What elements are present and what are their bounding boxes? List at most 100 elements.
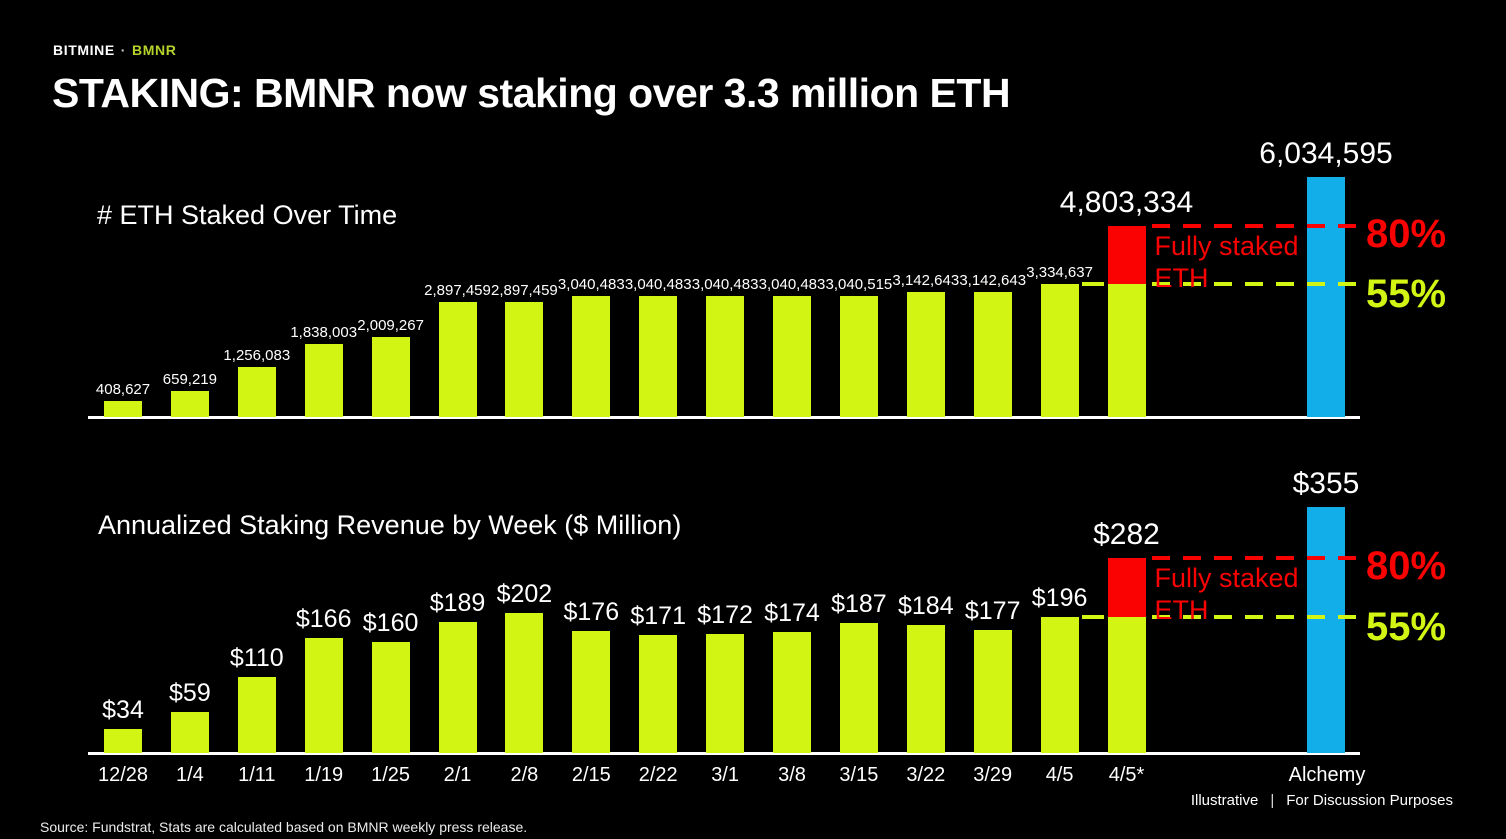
bar-value-label: 3,334,637: [1026, 264, 1093, 282]
bar-1-19: [304, 343, 343, 417]
bar-3-22: [906, 292, 945, 417]
bar-value-label: $172: [697, 600, 753, 629]
bar-value-label: 3,142,643: [892, 272, 960, 289]
bar-value-label: 3,142,643: [959, 272, 1027, 289]
x-axis-label-1-11: 1/11: [238, 764, 276, 786]
bar-4-5-red-top: [1107, 557, 1146, 618]
bar-1-4: [170, 390, 209, 417]
bar-12-28: [104, 729, 142, 753]
bar-3-1: [706, 633, 745, 753]
reference-line-55pct: [1152, 615, 1360, 620]
bar-value-label: 3,040,483: [557, 276, 625, 294]
bar-3-29: [973, 630, 1012, 753]
x-axis-label-3-1: 3/1: [711, 764, 739, 786]
x-axis-label-3-22: 3/22: [906, 764, 946, 786]
brand-separator: ·: [120, 42, 127, 58]
bar-alchemy: [1307, 177, 1345, 417]
x-axis-label-2-22: 2/22: [638, 764, 678, 786]
x-axis-label-3-15: 3/15: [839, 764, 879, 786]
bar-value-label: 2,897,459: [491, 281, 558, 299]
bar-2-8: [505, 613, 544, 753]
revenue-chart-title: Annualized Staking Revenue by Week ($ Mi…: [98, 510, 682, 540]
bar-3-8: [773, 632, 811, 753]
bar-4-5-green-base: [1107, 617, 1146, 753]
bar-value-label: $160: [362, 609, 419, 638]
bar-value-label: 4,803,334: [1059, 185, 1194, 219]
bar-value-label: $171: [630, 601, 686, 630]
x-axis-label-2-8: 2/8: [510, 764, 539, 786]
disclaimer: Illustrative | For Discussion Purposes: [1191, 792, 1453, 809]
brand-ticker: BMNR: [132, 42, 177, 58]
eth-staked-chart-title: # ETH Staked Over Time: [97, 200, 398, 230]
bar-2-15: [572, 631, 611, 753]
x-axis-label-alchemy: Alchemy: [1288, 764, 1366, 786]
bar-3-29: [973, 292, 1012, 417]
bar-1-19: [304, 637, 343, 753]
bar-value-label: $184: [897, 592, 954, 621]
bar-value-label: $166: [295, 604, 352, 633]
x-axis-label-3-8: 3/8: [778, 764, 806, 786]
reference-line-80pct: [1152, 555, 1360, 560]
fully-staked-label: Fully staked ETH: [1154, 562, 1299, 625]
brand-company: BITMINE: [53, 42, 115, 58]
bar-alchemy: [1307, 507, 1345, 753]
pct-55-label: 55%: [1366, 272, 1447, 317]
disclaimer-purpose: For Discussion Purposes: [1286, 792, 1453, 809]
x-axis-label-2-1: 2/1: [443, 764, 472, 786]
bar-3-22: [906, 625, 945, 753]
bar-value-label: $196: [1031, 584, 1088, 613]
bar-12-28: [104, 400, 142, 417]
x-axis-line: [88, 752, 1360, 755]
bar-value-label: 1,256,083: [223, 347, 291, 365]
bar-value-label: $355: [1292, 467, 1360, 500]
bar-value-label: $59: [169, 679, 211, 708]
bar-3-15: [839, 296, 878, 417]
bar-value-label: 3,040,483: [624, 276, 692, 294]
bar-1-11: [237, 676, 276, 753]
x-axis-label-4-5: 4/5*: [1108, 764, 1145, 786]
x-axis-line: [88, 416, 1360, 419]
bar-2-1: [438, 301, 477, 417]
bar-value-label: 2,897,459: [424, 281, 491, 299]
bar-value-label: $34: [102, 696, 144, 725]
bar-2-15: [572, 296, 611, 417]
x-axis-label-1-19: 1/19: [304, 764, 344, 786]
pct-80-label: 80%: [1366, 211, 1447, 256]
x-axis-label-3-29: 3/29: [973, 764, 1013, 786]
bar-value-label: $189: [429, 589, 486, 618]
x-axis-label-4-5: 4/5: [1045, 764, 1074, 786]
bar-value-label: 1,838,003: [290, 323, 358, 341]
bar-4-5-red-top: [1107, 225, 1146, 285]
bar-1-25: [371, 642, 410, 753]
bar-4-5: [1040, 617, 1079, 753]
bar-3-1: [706, 296, 745, 417]
bar-value-label: 659,219: [162, 370, 218, 388]
bar-value-label: $174: [764, 599, 820, 628]
bar-value-label: $176: [563, 598, 620, 627]
bar-1-11: [237, 367, 276, 417]
bar-value-label: 6,034,595: [1259, 137, 1393, 170]
x-axis-label-12-28: 12/28: [97, 764, 149, 786]
bar-value-label: 3,040,483: [691, 276, 759, 294]
reference-line-80pct: [1152, 223, 1360, 228]
brand: BITMINE · BMNR: [53, 42, 176, 58]
bar-1-4: [170, 712, 209, 753]
x-axis-label-1-25: 1/25: [371, 764, 411, 786]
bar-value-label: $202: [496, 580, 553, 609]
bar-value-label: $187: [831, 590, 887, 619]
bar-1-25: [371, 337, 410, 417]
bar-2-22: [639, 634, 678, 753]
bar-value-label: 3,040,515: [825, 276, 893, 294]
x-axis-label-2-15: 2/15: [571, 764, 611, 786]
bar-2-22: [639, 296, 678, 417]
bar-value-label: $282: [1093, 517, 1160, 551]
bar-2-1: [438, 622, 477, 753]
reference-line-55pct-connector: [1081, 282, 1105, 287]
page-title: STAKING: BMNR now staking over 3.3 milli…: [52, 70, 1011, 116]
bar-value-label: $110: [229, 643, 284, 672]
bar-4-5: [1040, 284, 1079, 417]
source-note: Source: Fundstrat, Stats are calculated …: [40, 819, 528, 835]
pct-80-label: 80%: [1366, 543, 1447, 588]
